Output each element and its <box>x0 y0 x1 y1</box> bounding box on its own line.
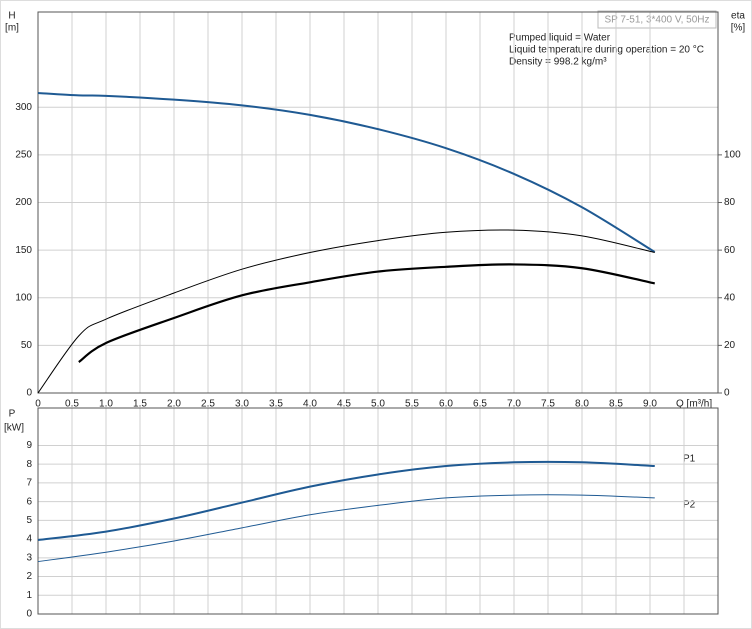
y-tick-label: 5 <box>26 515 32 526</box>
y-tick-label: 3 <box>26 552 32 563</box>
x-tick-label: 4.0 <box>303 399 317 410</box>
y2-label: eta <box>731 11 745 22</box>
info-line: Density = 998.2 kg/m³ <box>509 57 607 68</box>
x-tick-label: 7.0 <box>507 399 521 410</box>
series-label: P2 <box>683 500 696 511</box>
y2-tick-label: 0 <box>724 388 730 399</box>
x-tick-label: 8.0 <box>575 399 589 410</box>
x-tick-label: 3.0 <box>235 399 249 410</box>
x-tick-label: 0 <box>35 399 41 410</box>
y2-unit: [%] <box>731 23 746 34</box>
x-tick-label: 4.5 <box>337 399 351 410</box>
y-tick-label: 150 <box>15 245 32 256</box>
x-tick-label: 0.5 <box>65 399 79 410</box>
x-tick-label: 3.5 <box>269 399 283 410</box>
title: SP 7-51, 3*400 V, 50Hz <box>604 15 709 26</box>
x-tick-label: 5.0 <box>371 399 385 410</box>
curve <box>37 460 655 542</box>
y-tick-label: 8 <box>26 459 32 470</box>
x-tick-label: 6.0 <box>439 399 453 410</box>
info-line: Liquid temperature during operation = 20… <box>509 45 704 56</box>
y-tick-label: 9 <box>26 440 32 451</box>
y-tick-label: 4 <box>26 534 32 545</box>
y-tick-label: 100 <box>15 292 32 303</box>
y-unit: [m] <box>5 23 19 34</box>
curve <box>37 91 656 253</box>
curve <box>37 229 655 394</box>
plot-border <box>37 11 719 394</box>
y-tick-label: 0 <box>26 609 32 620</box>
y-tick-label: 50 <box>21 340 33 351</box>
x-tick-label: 1.0 <box>99 399 113 410</box>
x-tick-label: 2.5 <box>201 399 215 410</box>
title-box <box>597 10 717 29</box>
x-tick-label: 7.5 <box>541 399 555 410</box>
y2-tick-label: 60 <box>724 245 736 256</box>
y-tick-label: 1 <box>26 590 32 601</box>
x-tick-label: 2.0 <box>167 399 181 410</box>
y-tick-label: 0 <box>26 388 32 399</box>
y-tick-label: 200 <box>15 197 32 208</box>
y-tick-label: 2 <box>26 571 32 582</box>
y-label: H <box>8 11 15 22</box>
curve <box>37 494 655 563</box>
info-line: Pumped liquid = Water <box>509 33 611 44</box>
y-tick-label: 300 <box>15 102 32 113</box>
x-tick-label: 9.0 <box>643 399 657 410</box>
plot-border <box>37 407 719 615</box>
x-tick-label: 1.5 <box>133 399 147 410</box>
x-tick-label: 8.5 <box>609 399 623 410</box>
y2-tick-label: 40 <box>724 292 736 303</box>
series-label: P1 <box>683 454 696 465</box>
y-tick-label: 7 <box>26 478 32 489</box>
y2-tick-label: 20 <box>724 340 736 351</box>
x-tick-label: 6.5 <box>473 399 487 410</box>
y-tick-label: 250 <box>15 150 32 161</box>
y2-tick-label: 100 <box>724 150 741 161</box>
x-tick-label: 5.5 <box>405 399 419 410</box>
y-unit: [kW] <box>4 423 24 434</box>
curve <box>78 263 655 363</box>
y-tick-label: 6 <box>26 496 32 507</box>
y2-tick-label: 80 <box>724 197 736 208</box>
x-label: Q [m³/h] <box>676 399 712 410</box>
y-label: P <box>9 409 16 420</box>
